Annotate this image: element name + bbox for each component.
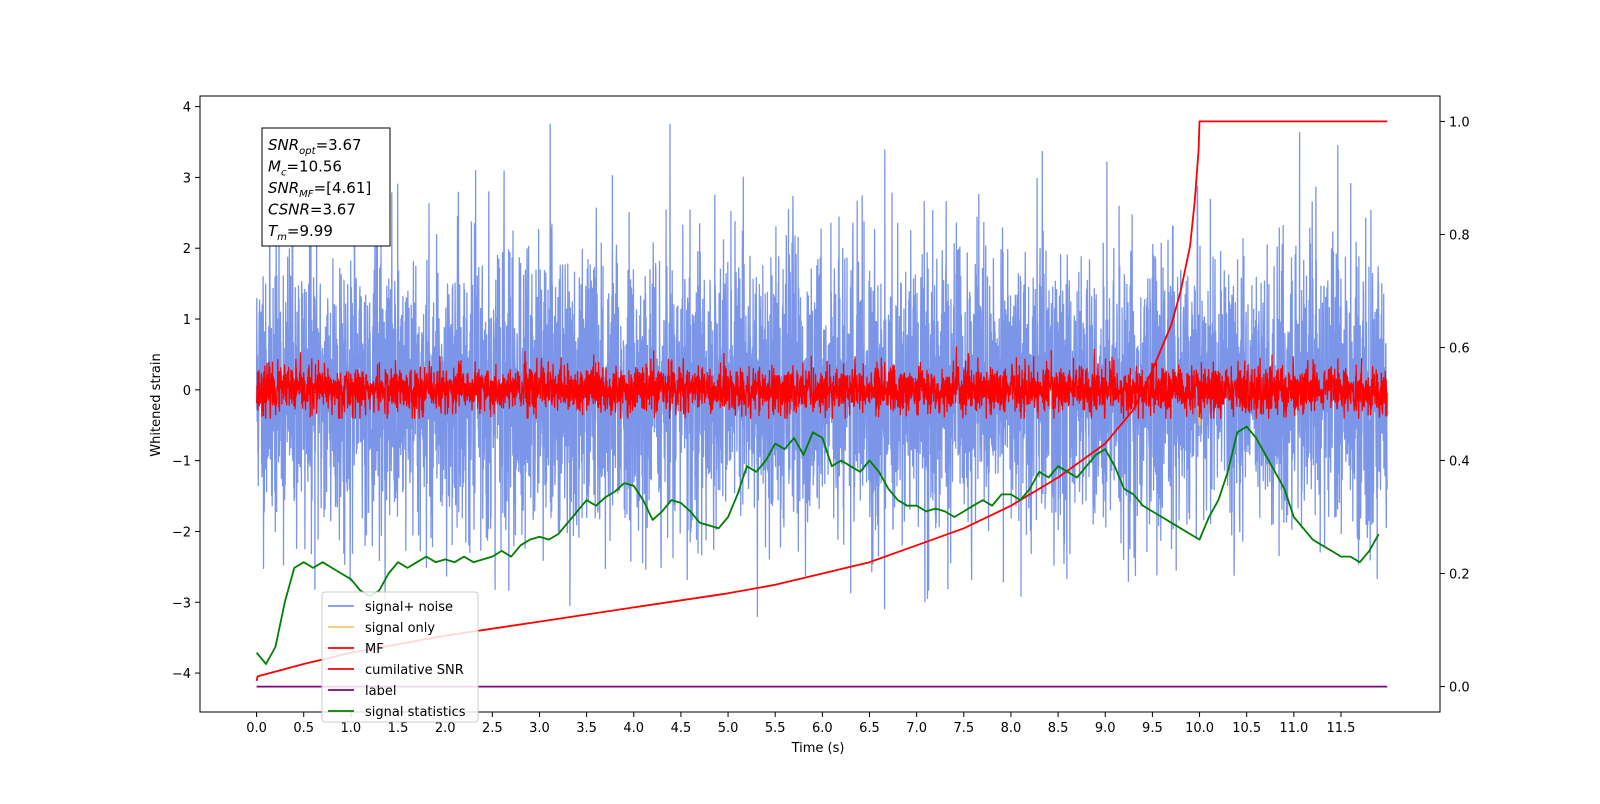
x-tick-label: 7.5: [953, 721, 974, 736]
x-tick-label: 8.0: [1001, 721, 1022, 736]
stats-annotation: SNRopt=3.67Mc=10.56SNRMF=[4.61]CSNR=3.67…: [261, 127, 391, 247]
y-tick-left-label: 1: [183, 313, 191, 328]
y-tick-left-label: −4: [172, 667, 191, 682]
legend: signal+ noise signal only MF cumilative SNR…: [321, 591, 479, 723]
x-tick-label: 9.0: [1095, 721, 1116, 736]
y-tick-left-label: 0: [183, 384, 191, 399]
x-tick-label: 2.0: [435, 721, 456, 736]
y-tick-right-label: 0.6: [1449, 341, 1470, 356]
y-tick-left-label: 3: [183, 171, 191, 186]
x-tick-label: 0.0: [246, 721, 267, 736]
y-tick-left-label: −3: [172, 596, 191, 611]
y-tick-left-label: 2: [183, 242, 191, 257]
x-tick-label: 10.5: [1232, 721, 1261, 736]
series-signal-noise: [255, 123, 1388, 618]
series-signal-statistics: [255, 425, 1380, 665]
y-axis-label: Whitened strain: [149, 353, 164, 456]
plot-frame: [199, 95, 1441, 713]
legend-label: signal statistics: [365, 705, 466, 720]
x-tick-label: 3.0: [529, 721, 550, 736]
legend-label: signal+ noise: [365, 600, 453, 615]
annotation-line: CSNR=3.67: [268, 201, 356, 219]
annotation-box: [261, 127, 391, 247]
legend-box: [321, 591, 479, 723]
x-tick-label: 10.0: [1185, 721, 1214, 736]
x-tick-label: 5.5: [765, 721, 786, 736]
annotation-line: SNRopt=3.67: [268, 136, 362, 157]
legend-label: cumilative SNR: [365, 663, 464, 678]
x-tick-label: 1.0: [341, 721, 362, 736]
x-tick-label: 2.5: [482, 721, 503, 736]
y-axis-left: 4 3 2 1 0 −1 −2 −3 −4: [172, 101, 200, 682]
y-tick-right-label: 0.4: [1449, 455, 1470, 470]
legend-label: MF: [365, 642, 384, 657]
annotation-line: Mc=10.56: [268, 158, 342, 179]
y-tick-left-label: −2: [172, 525, 191, 540]
x-axis-label: Time (s): [791, 741, 845, 756]
y-tick-right-label: 0.8: [1449, 228, 1470, 243]
x-tick-label: 8.5: [1048, 721, 1069, 736]
annotation-line: Tm=9.99: [268, 222, 333, 243]
x-tick-label: 5.0: [718, 721, 739, 736]
x-tick-label: 7.0: [906, 721, 927, 736]
x-tick-label: 9.5: [1142, 721, 1163, 736]
y-tick-left-label: 4: [183, 101, 191, 116]
legend-label: label: [365, 684, 396, 699]
x-tick-label: 6.5: [859, 721, 880, 736]
x-axis: 0.0 0.5 1.0 1.5 2.0 2.5 3.0 3.5 4.0 4.5 5.0 5.5 6.0 6…: [246, 712, 1355, 736]
y-tick-right-label: 0.2: [1449, 568, 1470, 583]
x-tick-label: 3.5: [576, 721, 597, 736]
y-tick-right-label: 0.0: [1449, 681, 1470, 696]
x-tick-label: 11.5: [1327, 721, 1356, 736]
y-tick-right-label: 1.0: [1449, 115, 1470, 130]
x-tick-label: 4.5: [671, 721, 692, 736]
annotation-line: SNRMF=[4.61]: [268, 179, 371, 200]
x-tick-label: 6.0: [812, 721, 833, 736]
legend-label: signal only: [365, 621, 435, 636]
y-axis-right: 1.0 0.8 0.6 0.4 0.2 0.0: [1440, 115, 1470, 696]
x-tick-label: 4.0: [623, 721, 644, 736]
series-mf: [255, 346, 1388, 419]
x-tick-label: 0.5: [293, 721, 314, 736]
x-tick-label: 1.5: [388, 721, 409, 736]
y-tick-left-label: −1: [172, 455, 191, 470]
x-tick-label: 11.0: [1279, 721, 1308, 736]
